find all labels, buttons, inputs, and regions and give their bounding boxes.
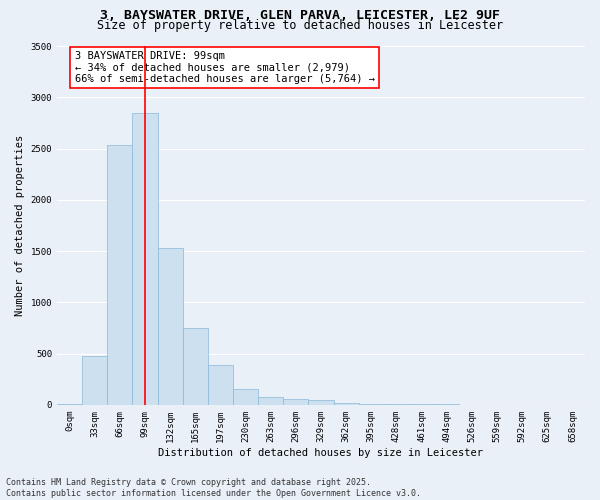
Bar xyxy=(233,389,258,405)
Y-axis label: Number of detached properties: Number of detached properties xyxy=(15,135,25,316)
Bar xyxy=(283,399,308,405)
X-axis label: Distribution of detached houses by size in Leicester: Distribution of detached houses by size … xyxy=(158,448,484,458)
Bar xyxy=(334,403,359,405)
Text: 3, BAYSWATER DRIVE, GLEN PARVA, LEICESTER, LE2 9UF: 3, BAYSWATER DRIVE, GLEN PARVA, LEICESTE… xyxy=(100,9,500,22)
Text: Size of property relative to detached houses in Leicester: Size of property relative to detached ho… xyxy=(97,19,503,32)
Bar xyxy=(359,404,384,405)
Bar xyxy=(107,146,133,405)
Bar xyxy=(434,404,459,405)
Bar xyxy=(409,404,434,405)
Bar xyxy=(158,248,182,405)
Text: 3 BAYSWATER DRIVE: 99sqm
← 34% of detached houses are smaller (2,979)
66% of sem: 3 BAYSWATER DRIVE: 99sqm ← 34% of detach… xyxy=(74,51,374,84)
Bar xyxy=(384,404,409,405)
Bar xyxy=(82,356,107,405)
Bar xyxy=(133,112,158,405)
Bar xyxy=(208,365,233,405)
Text: Contains HM Land Registry data © Crown copyright and database right 2025.
Contai: Contains HM Land Registry data © Crown c… xyxy=(6,478,421,498)
Bar xyxy=(308,400,334,405)
Bar xyxy=(258,396,283,405)
Bar xyxy=(182,328,208,405)
Bar xyxy=(57,404,82,405)
